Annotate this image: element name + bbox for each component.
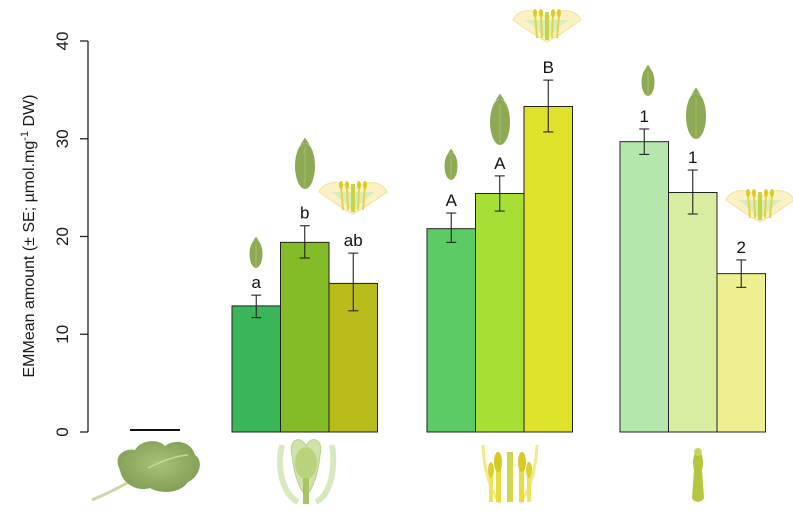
treatment-icons xyxy=(249,9,793,268)
bars xyxy=(231,105,766,433)
bar xyxy=(280,241,330,433)
significance-label: 2 xyxy=(737,238,746,257)
error-bar xyxy=(736,259,747,288)
y-axis-label: EMMean amount (± SE; µmol.mg-1 DW) xyxy=(19,95,38,378)
bar xyxy=(523,105,573,433)
significance-label: b xyxy=(300,204,309,223)
error-bar xyxy=(543,79,554,133)
error-bar xyxy=(251,294,262,319)
bar xyxy=(231,305,281,433)
error-bar xyxy=(687,169,698,215)
error-bar xyxy=(639,128,650,155)
bar xyxy=(426,228,476,433)
large-leaf-icon xyxy=(295,137,315,189)
significance-label: ab xyxy=(344,231,363,250)
significance-label: a xyxy=(252,273,262,292)
small-leaf-icon xyxy=(249,236,263,268)
style-icon xyxy=(692,448,704,502)
small-leaf-icon xyxy=(641,64,655,96)
y-tick-label: 0 xyxy=(53,427,72,436)
error-bars xyxy=(251,79,747,319)
large-leaf-icon xyxy=(686,87,706,139)
y-tick-label: 40 xyxy=(53,32,72,51)
significance-label: 1 xyxy=(640,107,649,126)
significance-label: 1 xyxy=(688,148,697,167)
leaf-icon xyxy=(91,441,200,502)
y-tick-label: 10 xyxy=(53,325,72,344)
bar xyxy=(475,192,525,433)
bar xyxy=(716,273,766,433)
y-ticks: 0 10 20 30 40 xyxy=(53,32,88,437)
error-bar xyxy=(299,225,310,259)
error-bar xyxy=(446,212,457,243)
significance-label: A xyxy=(494,154,506,173)
significance-label: B xyxy=(543,58,554,77)
pistil-icon xyxy=(276,439,337,505)
flower-icon xyxy=(725,189,793,223)
flower-icon xyxy=(512,9,582,43)
small-leaf-icon xyxy=(444,148,458,180)
y-tick-label: 30 xyxy=(53,129,72,148)
bar xyxy=(619,141,669,433)
significance-label: A xyxy=(446,191,458,210)
error-bar xyxy=(494,175,505,212)
error-bar xyxy=(348,252,359,312)
bar xyxy=(668,192,718,433)
stamens-icon xyxy=(481,444,539,504)
large-leaf-icon xyxy=(490,93,510,145)
y-tick-label: 20 xyxy=(53,227,72,246)
flower-icon xyxy=(318,181,388,215)
